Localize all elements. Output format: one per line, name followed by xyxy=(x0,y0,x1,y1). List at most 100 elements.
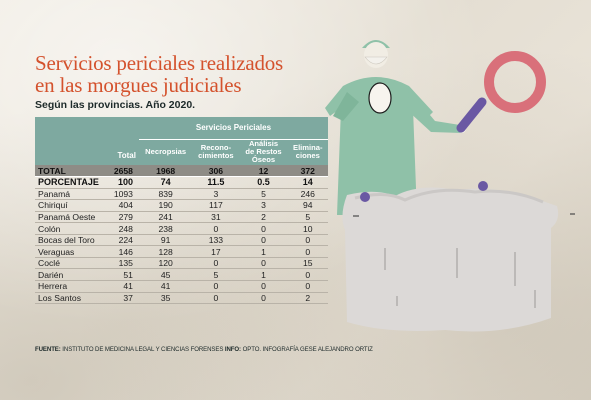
cell-necropsias: 128 xyxy=(138,245,193,258)
cell-eliminaciones: 94 xyxy=(287,199,328,212)
cell-necropsias: 238 xyxy=(138,222,193,235)
column-header-analisis: Análisis de Restos Óseos xyxy=(239,139,288,165)
table-row: Colón 248 238 0 0 10 xyxy=(35,222,328,235)
cell-total: 146 xyxy=(107,245,139,258)
cell-label: Chiriquí xyxy=(35,199,107,212)
cell-label: Darién xyxy=(35,268,107,281)
cell-reconocimientos: 3 xyxy=(192,188,240,201)
cell-label: Herrera xyxy=(35,280,107,293)
column-header-total: Total xyxy=(107,139,139,165)
cell-eliminaciones: 372 xyxy=(287,165,328,178)
cell-eliminaciones: 0 xyxy=(287,268,328,281)
cell-reconocimientos: 117 xyxy=(192,199,240,212)
summary-total-row: TOTAL 2658 1968 306 12 372 xyxy=(35,165,328,178)
cell-necropsias: 839 xyxy=(138,188,193,201)
column-header-eliminaciones: Elimina-ciones xyxy=(287,139,328,165)
cell-analisis: 0.5 xyxy=(239,176,288,189)
cell-total: 100 xyxy=(107,176,139,189)
cell-eliminaciones: 10 xyxy=(287,222,328,235)
cell-eliminaciones: 0 xyxy=(287,234,328,247)
cell-label: Los Santos xyxy=(35,292,107,305)
cell-eliminaciones: 246 xyxy=(287,188,328,201)
cell-reconocimientos: 306 xyxy=(192,165,240,178)
cell-label: PORCENTAJE xyxy=(35,176,107,189)
group-header: Servicios Periciales xyxy=(138,117,328,140)
cell-total: 51 xyxy=(107,268,139,281)
blank-total-header xyxy=(107,117,139,139)
cell-necropsias: 35 xyxy=(138,292,193,305)
cell-label: Colón xyxy=(35,222,107,235)
cell-reconocimientos: 0 xyxy=(192,280,240,293)
cell-analisis: 5 xyxy=(239,188,288,201)
cell-analisis: 12 xyxy=(239,165,288,178)
source-text: INSTITUTO DE MEDICINA LEGAL Y CIENCIAS F… xyxy=(60,346,225,353)
covered-body-sheet xyxy=(342,181,575,332)
source-label: FUENTE: xyxy=(35,346,61,353)
table-row: Veraguas 146 128 17 1 0 xyxy=(35,245,328,258)
cell-eliminaciones: 15 xyxy=(287,257,328,270)
cell-necropsias: 1968 xyxy=(138,165,193,178)
table-row: Chiriquí 404 190 117 3 94 xyxy=(35,199,328,212)
blank-header xyxy=(35,117,107,139)
cell-total: 279 xyxy=(107,211,139,224)
column-header-reconocimientos: Recono-cimientos xyxy=(192,139,240,165)
info-label: INFO: xyxy=(224,346,241,353)
table-row: Panamá Oeste 279 241 31 2 5 xyxy=(35,211,328,224)
cell-necropsias: 120 xyxy=(138,257,193,270)
cell-total: 224 xyxy=(107,234,139,247)
cell-analisis: 0 xyxy=(239,222,288,235)
cell-label: Bocas del Toro xyxy=(35,234,107,247)
cell-reconocimientos: 133 xyxy=(192,234,240,247)
cell-eliminaciones: 5 xyxy=(287,211,328,224)
table-row: Coclé 135 120 0 0 15 xyxy=(35,257,328,270)
column-header-necropsias: Necropsias xyxy=(138,139,193,165)
cell-total: 135 xyxy=(107,257,139,270)
cell-necropsias: 74 xyxy=(138,176,193,189)
cell-analisis: 0 xyxy=(239,234,288,247)
cell-necropsias: 41 xyxy=(138,280,193,293)
cell-analisis: 3 xyxy=(239,199,288,212)
table-group-header-row: Servicios Periciales xyxy=(35,117,328,140)
cell-total: 1093 xyxy=(107,188,139,201)
cell-label: TOTAL xyxy=(35,165,107,178)
cell-necropsias: 241 xyxy=(138,211,193,224)
cell-label: Veraguas xyxy=(35,245,107,258)
cell-reconocimientos: 0 xyxy=(192,257,240,270)
page-title: Servicios periciales realizados en las m… xyxy=(35,52,365,96)
table-column-header-row: Total Necropsias Recono-cimientos Anális… xyxy=(35,139,328,165)
cell-eliminaciones: 0 xyxy=(287,245,328,258)
cell-label: Panamá Oeste xyxy=(35,211,107,224)
cell-necropsias: 190 xyxy=(138,199,193,212)
services-table: Servicios Periciales Total Necropsias Re… xyxy=(35,117,328,305)
cell-necropsias: 45 xyxy=(138,268,193,281)
cell-reconocimientos: 31 xyxy=(192,211,240,224)
cell-eliminaciones: 0 xyxy=(287,280,328,293)
table-row: Darién 51 45 5 1 0 xyxy=(35,268,328,281)
cell-label: Panamá xyxy=(35,188,107,201)
cell-reconocimientos: 17 xyxy=(192,245,240,258)
table-row: Los Santos 37 35 0 0 2 xyxy=(35,292,328,305)
magnifying-glass-icon xyxy=(456,51,546,133)
cell-analisis: 1 xyxy=(239,268,288,281)
cell-reconocimientos: 5 xyxy=(192,268,240,281)
info-text: OPTO. INFOGRAFÍA GESE ALEJANDRO ORTIZ xyxy=(241,346,373,353)
table-body: TOTAL 2658 1968 306 12 372 PORCENTAJE 10… xyxy=(35,165,328,305)
table-row: Herrera 41 41 0 0 0 xyxy=(35,280,328,293)
cell-eliminaciones: 14 xyxy=(287,176,328,189)
cell-total: 404 xyxy=(107,199,139,212)
cell-reconocimientos: 0 xyxy=(192,292,240,305)
cell-analisis: 0 xyxy=(239,292,288,305)
cell-total: 2658 xyxy=(107,165,139,178)
title-line-2: en las morgues judiciales xyxy=(35,73,242,97)
doctor-figure xyxy=(325,40,466,215)
title-line-1: Servicios periciales realizados xyxy=(35,51,284,75)
cell-label: Coclé xyxy=(35,257,107,270)
cell-eliminaciones: 2 xyxy=(287,292,328,305)
cell-necropsias: 91 xyxy=(138,234,193,247)
forensic-illustration xyxy=(325,40,575,332)
cell-total: 37 xyxy=(107,292,139,305)
cell-analisis: 0 xyxy=(239,280,288,293)
source-credit: FUENTE: INSTITUTO DE MEDICINA LEGAL Y CI… xyxy=(35,346,373,353)
cell-analisis: 1 xyxy=(239,245,288,258)
cell-reconocimientos: 11.5 xyxy=(192,176,240,189)
